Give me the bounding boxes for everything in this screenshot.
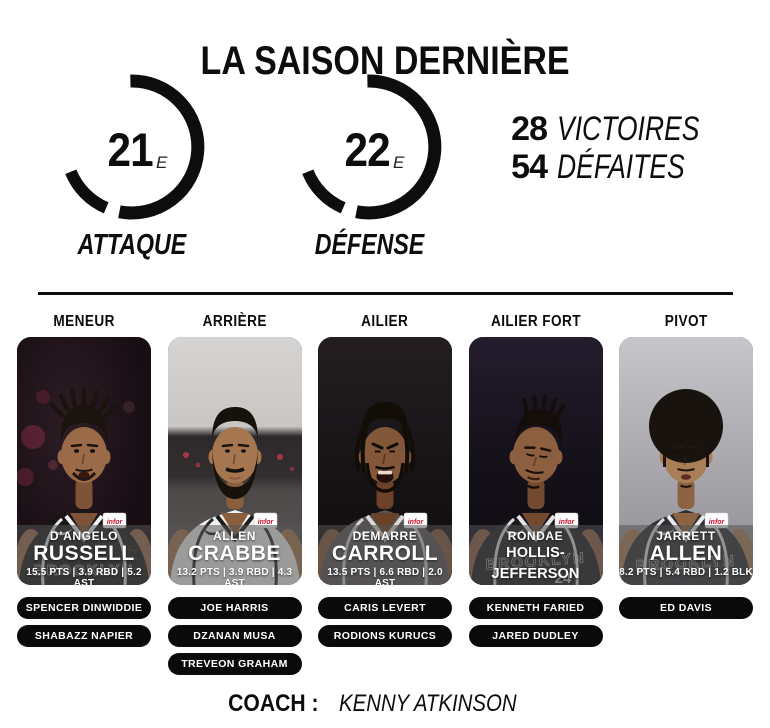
defense-rank-ordinal: E (392, 153, 405, 172)
arena-bokeh (17, 390, 135, 486)
attack-label: ATTAQUE (77, 229, 187, 261)
player-first-name: RONDAE (507, 529, 564, 543)
arena-bokeh (182, 452, 294, 471)
season-record: 28 VICTOIRES 54 DÉFAITES (497, 110, 740, 186)
player-stats: 13.2 PTS | 3.9 RBD | 4.3 AST (176, 567, 293, 585)
rank-arc (302, 74, 442, 220)
player-last-name: CRABBE (188, 542, 281, 565)
player-face-hair (514, 394, 566, 489)
backup-pill: CARIS LEVERT (318, 597, 452, 619)
player-card-crabbe: ALLEN CRABBE 13.2 PTS | 3.9 RBD | 4.3 AS… (167, 337, 302, 585)
backup-pill: RODIONS KURUCS (318, 625, 452, 647)
wins-label: VICTOIRES (557, 110, 700, 148)
coach-label: COACH : (228, 690, 319, 717)
player-face-hair (354, 402, 416, 493)
losses-label: DÉFAITES (557, 148, 685, 186)
defense-rank-value: 22 (344, 122, 390, 176)
player-face-hair (649, 389, 723, 489)
backup-pill: SHABAZZ NAPIER (17, 625, 151, 647)
player-last-name: ALLEN (649, 542, 723, 565)
player-last-name: CARROLL (331, 542, 439, 565)
backup-list: CARIS LEVERT RODIONS KURUCS (318, 597, 452, 647)
defense-label: DÉFENSE (314, 229, 424, 261)
page-title: LA SAISON DERNIÈRE (200, 38, 570, 83)
position-label: PIVOT (664, 313, 708, 330)
player-stats: 8.2 PTS | 5.4 RBD | 1.2 BLK (619, 567, 753, 578)
divider (38, 292, 733, 295)
name-band: ALLEN CRABBE 13.2 PTS | 3.9 RBD | 4.3 AS… (167, 525, 302, 585)
position-label: ARRIÈRE (202, 313, 267, 330)
backup-list: JOE HARRIS DZANAN MUSA TREVEON GRAHAM (167, 597, 302, 675)
name-band: DEMARRE CARROLL 13.5 PTS | 6.6 RBD | 2.0… (318, 525, 452, 585)
name-band: RONDAE HOLLIS-JEFFERSON 13.9 PTS | 6.8 R… (468, 525, 603, 585)
player-card-carroll: DEMARRE CARROLL 13.5 PTS | 6.6 RBD | 2.0… (318, 337, 452, 585)
backup-pill: JOE HARRIS (167, 597, 302, 619)
position-label: AILIER FORT (490, 313, 581, 330)
backup-pill: DZANAN MUSA (167, 625, 302, 647)
roster-column-arriere: ARRIÈRE (167, 312, 302, 675)
position-label: MENEUR (53, 313, 115, 330)
name-band: JARRETT ALLEN 8.2 PTS | 5.4 RBD | 1.2 BL… (619, 525, 753, 585)
name-band: D’ANGELO RUSSELL 15.5 PTS | 3.9 RBD | 5.… (17, 525, 151, 585)
coach-name: KENNY ATKINSON (339, 690, 517, 717)
roster-column-pivot: PIVOT (619, 312, 753, 675)
backup-pill: SPENCER DINWIDDIE (17, 597, 151, 619)
backup-list: KENNETH FARIED JARED DUDLEY (468, 597, 603, 647)
coach-line: COACH : KENNY ATKINSON (0, 690, 770, 718)
attack-rank-gauge: 21 E ATTAQUE (52, 67, 212, 267)
player-first-name: ALLEN (213, 529, 256, 543)
player-card-russell: BROOKLYN D’ANGELO RUSSELL 15.5 PTS | 3.9… (17, 337, 151, 585)
attack-rank: 21 E (56, 69, 216, 229)
player-stats: 13.5 PTS | 6.6 RBD | 2.0 AST (327, 567, 443, 585)
roster-column-ailier-fort: AILIER FORT BROOKLYN (468, 312, 603, 675)
player-card-allen: BROOKLYN JARRETT ALLEN 8.2 PTS | 5.4 RBD… (619, 337, 753, 585)
player-card-hollis-jefferson: BROOKLYN 24 RONDAE HOLLIS-JEFFERSON 13.9… (468, 337, 603, 585)
attack-rank-ordinal: E (155, 153, 168, 172)
losses-row: 54 DÉFAITES (497, 148, 740, 186)
defense-rank: 22 E (293, 69, 453, 229)
attack-rank-value: 21 (107, 122, 153, 176)
player-first-name: DEMARRE (352, 529, 418, 543)
player-face-hair (49, 386, 139, 570)
roster-column-meneur: MENEUR (17, 312, 151, 675)
player-face-hair (211, 407, 258, 499)
backup-pill: JARED DUDLEY (468, 625, 603, 647)
backup-list: SPENCER DINWIDDIE SHABAZZ NAPIER (17, 597, 151, 647)
player-first-name: D’ANGELO (49, 529, 119, 543)
defense-rank-gauge: 22 E DÉFENSE (289, 67, 449, 267)
wins-row: 28 VICTOIRES (497, 110, 740, 148)
wins-count: 28 (511, 110, 548, 148)
player-last-name: HOLLIS-JEFFERSON (491, 545, 580, 582)
roster-column-ailier: AILIER (318, 312, 452, 675)
backup-pill: ED DAVIS (619, 597, 753, 619)
backup-pill: KENNETH FARIED (468, 597, 603, 619)
player-first-name: JARRETT (656, 529, 716, 543)
losses-count: 54 (511, 148, 548, 186)
rank-arc (65, 74, 205, 220)
backup-pill: TREVEON GRAHAM (167, 653, 302, 675)
backup-list: ED DAVIS (619, 597, 753, 619)
roster: MENEUR (17, 312, 753, 675)
player-stats: 15.5 PTS | 3.9 RBD | 5.2 AST (26, 567, 142, 585)
player-last-name: RUSSELL (33, 542, 135, 565)
position-label: AILIER (361, 313, 409, 330)
